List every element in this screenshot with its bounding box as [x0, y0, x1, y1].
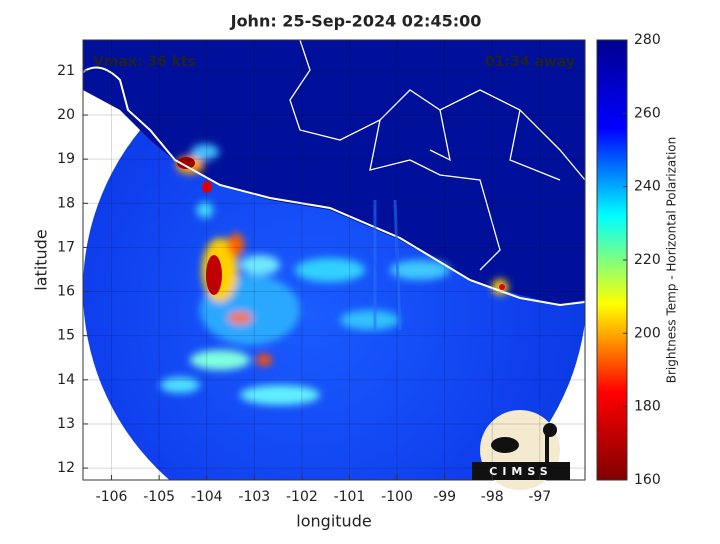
- x-tick-label: -101: [334, 489, 366, 505]
- y-tick-label: 13: [57, 416, 75, 432]
- title: John: 25-Sep-2024 02:45:00: [230, 12, 482, 31]
- y-tick-label: 21: [57, 63, 75, 79]
- x-tick-label: -106: [96, 489, 128, 505]
- colorbar-tick-label: 180: [634, 399, 661, 415]
- colorbar-tick-label: 160: [634, 472, 661, 488]
- x-tick-label: -104: [191, 489, 223, 505]
- x-tick-label: -105: [143, 489, 175, 505]
- colorbar-tick-label: 200: [634, 325, 661, 341]
- cimss-logo: CIMSS: [472, 410, 570, 490]
- vmax-label: Vmax: 36 kts: [93, 54, 196, 70]
- colorbar-tick-label: 260: [634, 105, 661, 121]
- x-axis-label: longitude: [296, 512, 371, 531]
- time-away-label: 01:34 away: [485, 54, 575, 70]
- y-tick-label: 15: [57, 328, 75, 344]
- colorbar-tick-label: 220: [634, 252, 661, 268]
- y-axis-label: latitude: [32, 229, 51, 290]
- plot-frame: [82, 39, 586, 481]
- colorbar: [596, 39, 628, 481]
- y-tick-label: 17: [57, 239, 75, 255]
- x-tick-label: -100: [381, 489, 413, 505]
- x-tick-label: -98: [481, 489, 504, 505]
- y-tick-label: 20: [57, 107, 75, 123]
- y-tick-label: 18: [57, 195, 75, 211]
- y-tick-label: 16: [57, 284, 75, 300]
- colorbar-tick-label: 280: [634, 32, 661, 48]
- x-tick-label: -99: [433, 489, 456, 505]
- y-tick-label: 12: [57, 460, 75, 476]
- x-tick-label: -102: [286, 489, 318, 505]
- y-tick-label: 19: [57, 151, 75, 167]
- x-tick-label: -97: [528, 489, 551, 505]
- x-tick-label: -103: [238, 489, 270, 505]
- logo-text: CIMSS: [489, 465, 552, 478]
- colorbar-tick-label: 240: [634, 179, 661, 195]
- satellite-image: [83, 40, 585, 480]
- colorbar-label: Brightness Temp - Horizontal Polarizatio…: [665, 137, 679, 384]
- y-tick-label: 14: [57, 372, 75, 388]
